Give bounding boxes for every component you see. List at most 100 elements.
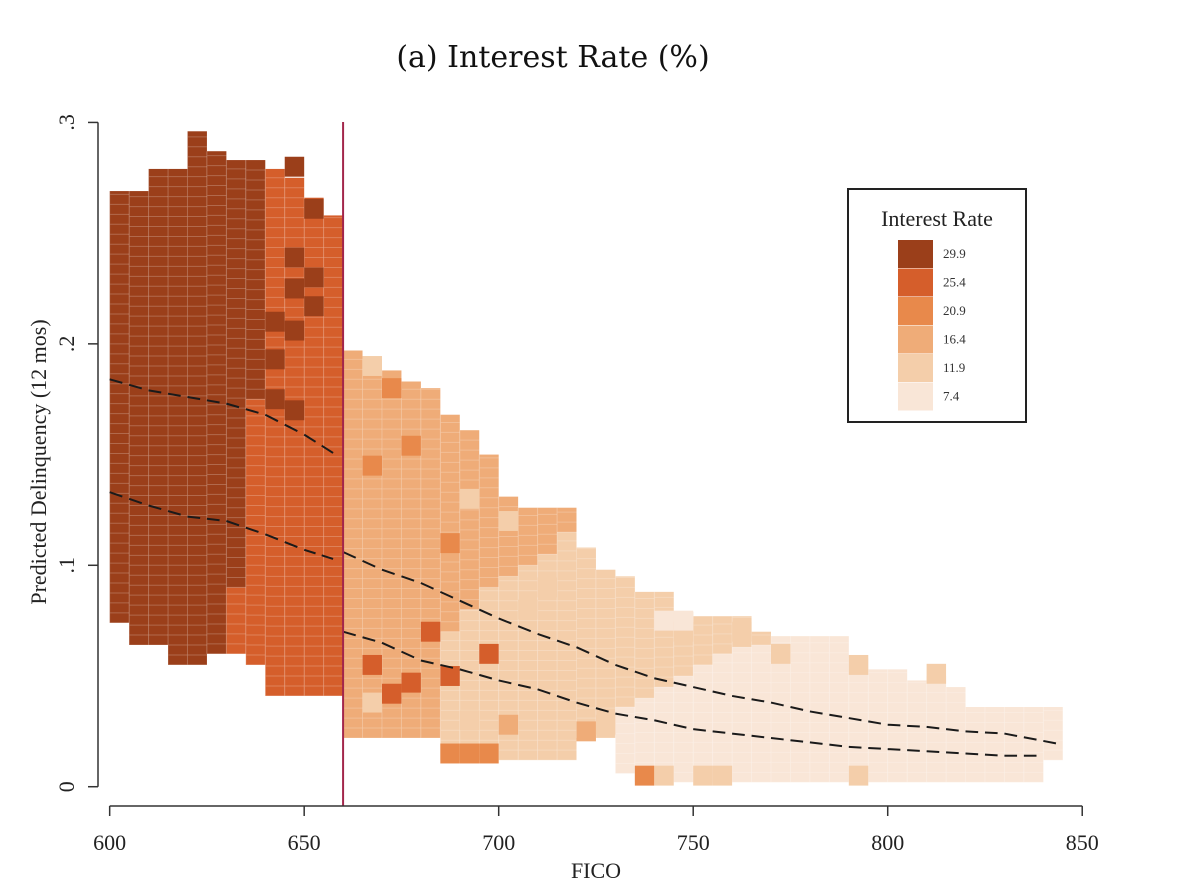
accent-cell-31: [634, 765, 655, 786]
x-tick-label-850: 850: [1066, 830, 1099, 855]
contour-upper-segment-16-0: [692, 686, 707, 691]
heatmap-cell-col-765-band-0: [751, 645, 772, 783]
heatmap-cell-col-730-band-1: [615, 576, 635, 707]
legend-swatch-0: [898, 240, 933, 268]
heatmap-cell-col-705-band-1: [518, 507, 538, 566]
cell-grid-630-1: [225, 160, 246, 588]
contour-upper-segment-3-0: [226, 402, 240, 409]
cell-grid-610-0: [148, 168, 169, 646]
contour-lower-segment-17-1: [751, 734, 765, 739]
cell-grid-775-0: [789, 636, 810, 783]
accent-cell-27: [362, 356, 382, 376]
contour-upper-segment-0-1: [128, 383, 143, 390]
heatmap-cell-col-600-band-0: [109, 191, 130, 623]
contour-lower-segment-15-1: [673, 723, 687, 729]
contour-upper-segment-11-1: [517, 625, 532, 633]
y-tick-label-2: .2: [54, 336, 79, 353]
accent-cell-17: [362, 455, 382, 476]
contour-lower-segment-19-1: [829, 743, 843, 748]
heatmap-cell-col-765-band-1: [751, 631, 772, 645]
contour-lower-segment-9-1: [440, 663, 454, 669]
contour-upper-segment-9-1: [439, 590, 454, 599]
contour-upper-segment-17-1: [751, 698, 765, 703]
accent-cell-29: [459, 743, 480, 764]
accent-cell-28: [440, 743, 460, 764]
accent-cell-40: [654, 610, 674, 631]
contour-lower-segment-4-1: [284, 541, 298, 549]
heatmap-cell-col-705-band-0: [518, 565, 538, 761]
heatmap-cell-col-740-band-0: [654, 687, 674, 783]
cell-grid-755-1: [712, 616, 733, 655]
heatmap-cell-col-710-band-1: [537, 507, 558, 555]
contour-lines: [109, 378, 1057, 757]
accent-cell-24: [498, 511, 519, 531]
accent-cell-11: [362, 654, 382, 675]
contour-upper-segment-0-0: [109, 378, 123, 384]
contour-lower-segment-18-1: [790, 739, 804, 743]
accent-cell-45: [848, 765, 869, 786]
contour-upper-segment-4-0: [264, 413, 279, 423]
heatmap-cell-col-745-band-0: [673, 676, 694, 783]
cell-grid-670-0: [381, 370, 402, 739]
y-tick-label-3: .3: [54, 114, 79, 131]
contour-lower-segment-7-1: [362, 636, 376, 642]
contour-lower-segment-17-0: [731, 732, 745, 737]
contour-lower-segment-0-1: [128, 497, 143, 505]
heatmap-cell-col-735-band-1: [634, 591, 655, 699]
legend-box: [847, 188, 1027, 423]
contour-lower-segment-22-0: [926, 750, 940, 754]
contour-upper-segment-18-0: [770, 701, 784, 707]
heatmap-cell-col-755-band-0: [712, 653, 733, 783]
accent-cell-25: [518, 599, 538, 620]
contour-upper-segment-19-1: [829, 713, 843, 718]
heatmap-cell-col-825-band-0: [984, 707, 1005, 783]
heatmap-cell-col-700-band-0: [498, 576, 519, 761]
heatmap-cell-col-610-band-0: [148, 168, 169, 645]
contour-upper-segment-14-0: [615, 663, 629, 671]
contour-upper-segment-16-1: [712, 690, 726, 696]
heatmap-cell-col-615-band-0: [168, 168, 188, 665]
contour-upper-segment-8-1: [401, 575, 415, 582]
contour-upper-segment-9-0: [420, 582, 434, 590]
accent-cell-37: [771, 643, 791, 664]
heatmap-accent-cells: [265, 156, 947, 786]
heatmap-cell-col-695-band-1: [479, 454, 499, 588]
cell-grid-605-0: [128, 191, 149, 646]
heatmap-cell-col-635-band-1: [245, 160, 266, 400]
contour-upper-segment-24-2: [1043, 739, 1057, 745]
contour-lower-segment-21-1: [907, 749, 920, 752]
accent-cell-2: [284, 156, 305, 177]
cell-grid-735-1: [634, 591, 655, 699]
legend-title: Interest Rate: [881, 206, 993, 231]
heatmap-cell-col-685-band-0: [440, 631, 460, 761]
heatmap-cell-col-805-band-0: [907, 680, 927, 783]
contour-upper-segment-15-1: [673, 681, 687, 687]
heatmap-cell-col-720-band-0: [576, 547, 596, 738]
cell-grid-730-0: [614, 707, 635, 774]
heatmap-cell-col-655-band-0: [323, 215, 344, 696]
contour-upper-segment-23-1: [984, 731, 998, 735]
heatmap-cell-col-710-band-0: [537, 554, 558, 761]
x-tick-label-600: 600: [93, 830, 126, 855]
accent-cell-22: [459, 710, 480, 731]
y-tick-label-0: 0: [54, 781, 79, 792]
cell-grid-635-0: [245, 399, 266, 666]
accent-cell-13: [401, 672, 421, 693]
contour-lower-segment-2-0: [187, 515, 201, 520]
cell-grid-635-1: [245, 160, 266, 400]
contour-upper-segment-11-0: [498, 617, 512, 625]
accent-cell-26: [537, 577, 558, 598]
chart-title: (a) Interest Rate (%): [396, 40, 709, 75]
accent-cell-1: [265, 389, 285, 410]
legend-label-0: 29.9: [943, 246, 966, 261]
contour-lower-segment-11-1: [517, 683, 532, 689]
contour-lower-segment-3-1: [245, 526, 259, 533]
accent-cell-14: [420, 621, 441, 642]
heatmap-cell-col-810-band-0: [926, 676, 947, 783]
cell-grid-745-0: [673, 676, 694, 783]
cell-grid-655-0: [323, 215, 344, 697]
legend-swatch-5: [898, 382, 933, 411]
heatmap-cell-col-780-band-0: [809, 636, 830, 783]
heatmap-cell-col-760-band-0: [732, 647, 752, 783]
